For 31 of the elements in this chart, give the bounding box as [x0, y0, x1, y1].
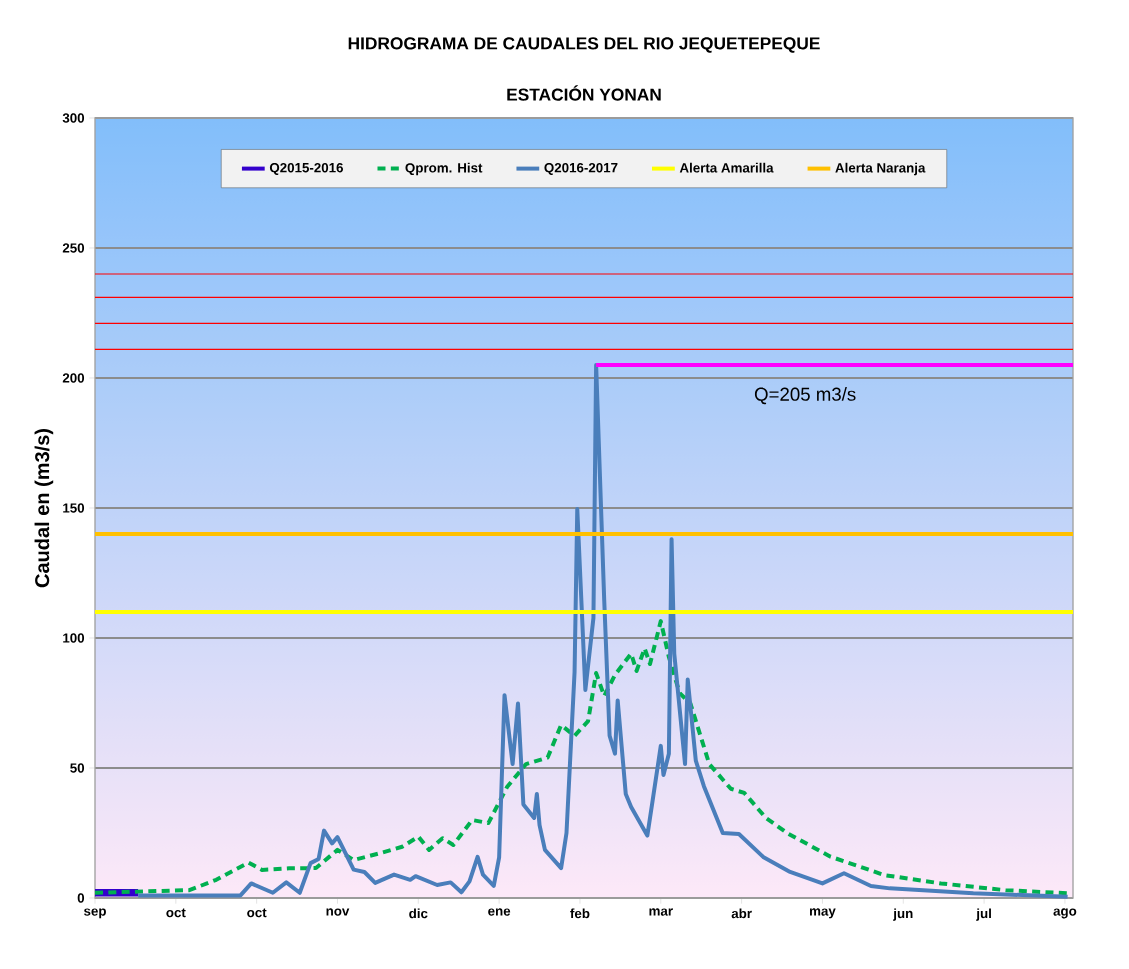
chart-subtitle: ESTACIÓN YONAN: [507, 85, 661, 101]
x-tick-label: feb: [570, 908, 590, 919]
y-axis-title: Caudal en (m3/s): [34, 428, 54, 588]
x-tick-label: jul: [976, 908, 991, 921]
x-tick-label: oct: [247, 908, 267, 918]
y-tick-label: 50: [70, 763, 85, 773]
line-series: [93, 619, 1070, 896]
legend-label: Q2015-2016: [269, 162, 344, 175]
legend-label: Alerta Naranja: [835, 162, 926, 176]
y-tick-label: 100: [63, 633, 85, 643]
x-tick-label: oct: [166, 908, 186, 918]
x-tick-label: mar: [649, 908, 673, 916]
x-tick-label: nov: [326, 908, 350, 916]
x-tick-label: ene: [488, 908, 511, 916]
y-tick-label: 0: [77, 893, 85, 903]
x-tick-label: may: [809, 908, 836, 919]
y-tick-label: 200: [62, 373, 85, 383]
chart-title: HIDROGRAMA DE CAUDALES DEL RIO JEQUETEPEQUE: [348, 37, 820, 53]
legend-label: Q2016-2017: [544, 162, 618, 175]
y-tick-label: 150: [63, 503, 85, 513]
x-tick-label: ago: [1053, 908, 1077, 919]
annotation: Q=205 m3/s: [754, 387, 856, 405]
y-tick-label: 250: [62, 243, 85, 253]
x-tick-label: sep: [83, 908, 106, 919]
x-tick-label: dic: [409, 908, 428, 919]
line-series: [136, 362, 1070, 899]
x-tick-label: jun: [893, 908, 913, 921]
legend-label: Alerta Amarilla: [679, 162, 774, 173]
x-tick-label: abr: [731, 908, 752, 919]
legend-label: Qprom. Hist: [405, 162, 483, 176]
y-tick-label: 300: [62, 113, 85, 123]
